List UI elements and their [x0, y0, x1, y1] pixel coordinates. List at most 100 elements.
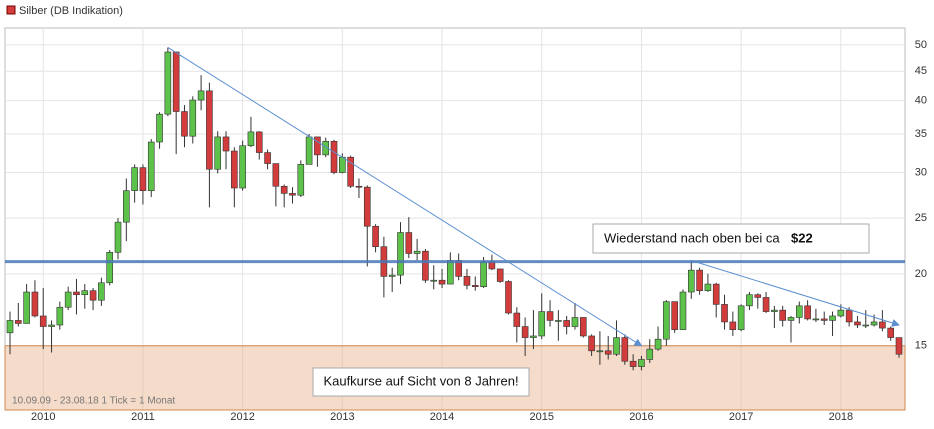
candle-body	[837, 309, 845, 317]
annotation-box	[592, 223, 870, 254]
x-tick-label: 2018	[829, 411, 853, 423]
y-tick-label: 30	[915, 166, 927, 178]
candle-body	[106, 252, 114, 284]
candle-body	[638, 359, 645, 367]
x-tick-label: 2017	[729, 411, 753, 423]
candle-body	[613, 337, 620, 355]
candle-body	[6, 320, 14, 334]
candle-body	[289, 193, 296, 196]
candle-body	[654, 338, 662, 350]
candle-body	[887, 327, 894, 338]
candle-body	[787, 317, 795, 321]
candle-body	[39, 315, 47, 327]
y-tick-label: 35	[915, 128, 927, 140]
candle-body	[189, 99, 197, 137]
candle-body	[862, 324, 870, 327]
candle-body	[754, 294, 762, 298]
candle-body	[181, 111, 188, 137]
candle-body	[696, 269, 703, 291]
plot-area	[4, 27, 906, 411]
candle-body	[870, 321, 878, 326]
candle-body	[663, 301, 670, 340]
candle-body	[64, 291, 72, 308]
candle-body	[314, 136, 321, 156]
y-tick-label: 50	[915, 39, 927, 51]
candle-body	[771, 309, 778, 312]
candle-body	[123, 190, 130, 223]
y-tick-label: 25	[915, 212, 927, 224]
candle-body	[721, 304, 728, 323]
candle-body	[15, 320, 22, 324]
footnote: 10.09.09 - 23.08.18 1 Tick = 1 Monat	[12, 396, 175, 407]
candle-body	[895, 337, 903, 355]
candle-body	[280, 185, 288, 194]
candle-body	[255, 131, 263, 153]
candle-body	[604, 350, 612, 355]
candle-body	[147, 141, 155, 191]
candle-body	[546, 311, 554, 321]
candle-body	[139, 167, 147, 191]
candle-body	[114, 221, 122, 253]
candle-body	[23, 291, 30, 324]
candle-body	[56, 306, 64, 326]
candle-body	[563, 320, 570, 327]
y-tick-label: 45	[915, 65, 927, 77]
candle-body	[156, 113, 163, 143]
candle-body	[463, 276, 471, 286]
candle-body	[239, 145, 246, 189]
candle-body	[89, 290, 97, 301]
x-tick-label: 2014	[430, 411, 454, 423]
candle-body	[405, 232, 413, 254]
candle-body	[297, 164, 305, 196]
candle-body	[795, 305, 803, 318]
candle-body	[812, 318, 820, 321]
candle-body	[704, 283, 712, 291]
annotation-text: $22	[791, 230, 813, 245]
legend-label: Silber (DB Indikation)	[19, 5, 123, 17]
x-tick-label: 2011	[131, 411, 155, 423]
candle-body	[555, 320, 562, 322]
candle-body	[513, 312, 521, 327]
candle-body	[629, 360, 637, 367]
candle-body	[388, 274, 396, 277]
candle-body	[272, 163, 280, 187]
candle-body	[804, 305, 811, 320]
candle-body	[430, 279, 438, 282]
trend-line	[691, 260, 900, 327]
candle-body	[621, 337, 629, 362]
annotation-text: Wiederstand nach oben bei ca	[604, 230, 780, 245]
x-tick-label: 2015	[529, 411, 553, 423]
candle-body	[496, 268, 504, 282]
x-tick-label: 2010	[31, 411, 55, 423]
candle-body	[879, 321, 886, 329]
candle-body	[339, 156, 346, 173]
candle-body	[206, 90, 213, 170]
candle-body	[829, 315, 836, 321]
candle-body	[737, 305, 745, 330]
candle-body	[588, 335, 595, 352]
candle-body	[222, 136, 230, 152]
candle-body	[521, 326, 529, 338]
candle-body	[413, 250, 421, 254]
candle-body	[48, 324, 55, 327]
candle-body	[447, 260, 454, 285]
x-tick-label: 2012	[230, 411, 254, 423]
candle-body	[322, 140, 330, 156]
candle-body	[687, 269, 695, 293]
candle-body	[305, 136, 313, 165]
candle-body	[372, 225, 379, 247]
candle-body	[438, 279, 446, 285]
x-tick-label: 2016	[629, 411, 653, 423]
candle-body	[197, 90, 205, 101]
candle-body	[646, 348, 654, 360]
y-tick-label: 15	[915, 340, 927, 352]
y-tick-label: 40	[915, 95, 927, 107]
candle-body	[779, 309, 786, 321]
candle-body	[729, 321, 737, 330]
candle-body	[762, 297, 770, 312]
candle-body	[98, 282, 105, 301]
candle-body	[854, 321, 861, 326]
candle-body	[330, 140, 338, 173]
x-tick-label: 2013	[330, 411, 354, 423]
candle-body	[471, 285, 479, 287]
